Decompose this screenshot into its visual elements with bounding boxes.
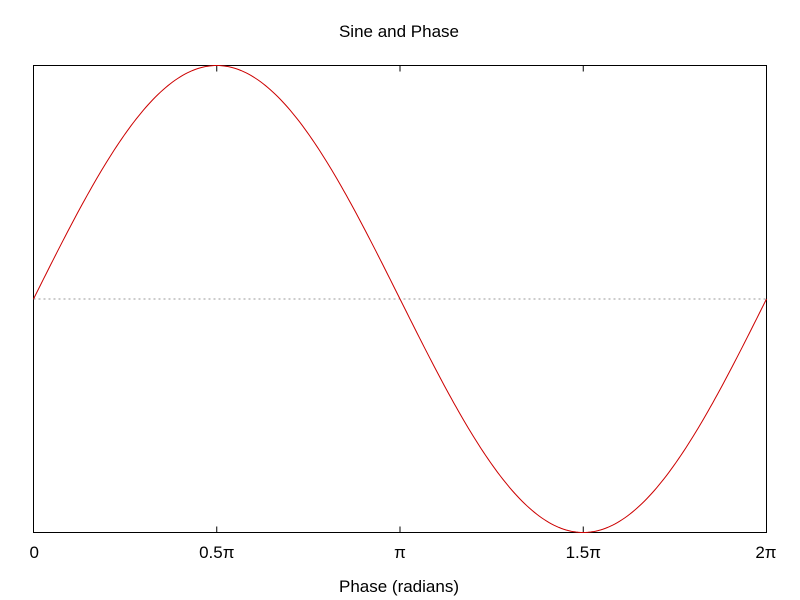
x-tick-label: 0 <box>30 543 39 562</box>
x-tick-label: π <box>394 543 406 562</box>
x-tick-group: 0 0.5π π 1.5π 2π <box>30 65 777 562</box>
x-tick-label: 0.5π <box>199 543 234 562</box>
chart-title: Sine and Phase <box>339 22 459 41</box>
x-tick-label: 2π <box>755 543 776 562</box>
x-tick-label: 1.5π <box>566 543 601 562</box>
sine-series-line <box>33 64 767 534</box>
x-axis-label: Phase (radians) <box>339 577 459 596</box>
